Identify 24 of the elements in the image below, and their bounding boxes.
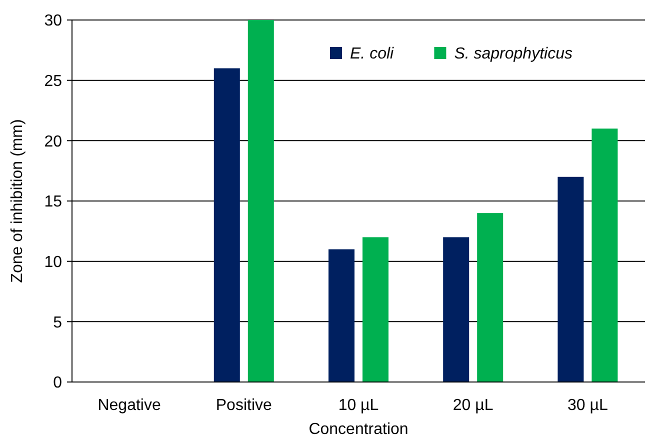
y-tick-label: 30 xyxy=(44,12,62,30)
x-axis-title: Concentration xyxy=(308,421,408,438)
bar xyxy=(443,237,470,382)
y-tick-label: 10 xyxy=(44,254,62,271)
y-axis-title: Zone of inhibition (mm) xyxy=(9,119,26,283)
y-tick-label: 0 xyxy=(53,374,62,392)
legend-label: S. saprophyticus xyxy=(454,46,572,63)
x-tick-label: Negative xyxy=(98,397,161,414)
x-tick-label: 10 µL xyxy=(338,397,379,414)
bar xyxy=(477,213,504,382)
bar xyxy=(214,68,240,382)
x-tick-label: 30 µL xyxy=(568,397,608,414)
y-tick-label: 25 xyxy=(44,72,62,90)
bar xyxy=(558,176,584,382)
bar xyxy=(248,20,274,382)
y-tick-label: 15 xyxy=(44,194,62,211)
bar xyxy=(362,237,388,382)
y-tick-label: 20 xyxy=(44,133,62,150)
bar xyxy=(592,128,618,382)
x-tick-label: 20 µL xyxy=(452,397,494,414)
bar xyxy=(328,249,354,382)
legend-label: E. coli xyxy=(350,46,394,63)
y-tick-label: 5 xyxy=(53,314,62,332)
x-tick-label: Positive xyxy=(216,397,272,414)
